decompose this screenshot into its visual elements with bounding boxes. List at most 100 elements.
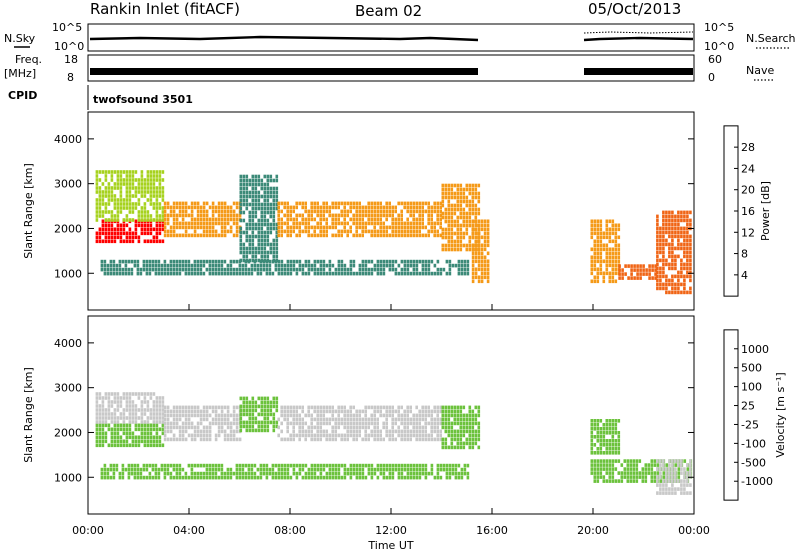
velocity-cell: [400, 405, 403, 410]
velocity-cell: [155, 396, 159, 400]
power-cell: [149, 227, 153, 232]
velocity-cell: [142, 467, 146, 472]
power-cell: [263, 254, 267, 259]
power-cell: [251, 258, 255, 263]
velocity-cell: [250, 467, 254, 472]
velocity-cell: [202, 475, 206, 480]
velocity-cell: [241, 475, 245, 480]
power-cell: [614, 231, 618, 236]
velocity-cell: [220, 463, 224, 468]
velocity-cell: [322, 417, 325, 422]
power-cell: [355, 221, 358, 226]
velocity-cell: [400, 463, 404, 468]
power-cell: [122, 178, 126, 182]
velocity-cell: [590, 463, 594, 467]
velocity-cell: [298, 437, 301, 442]
velocity-cell: [175, 405, 179, 410]
power-cell: [254, 178, 258, 183]
velocity-cell: [391, 429, 394, 434]
power-cell: [163, 229, 167, 234]
velocity-cell: [334, 425, 337, 430]
velocity-cell: [301, 433, 304, 438]
power-cell: [172, 205, 176, 210]
velocity-cell: [430, 467, 434, 472]
power-cell: [654, 264, 657, 268]
velocity-cell: [172, 467, 176, 472]
power-cell: [617, 235, 621, 240]
velocity-cell: [175, 437, 179, 442]
power-cell: [307, 209, 310, 214]
velocity-cell: [397, 467, 401, 472]
velocity-cell: [462, 413, 466, 418]
velocity-cell: [322, 433, 325, 438]
velocity-cell: [178, 429, 182, 434]
power-cell: [611, 219, 615, 224]
velocity-cell: [175, 413, 179, 418]
power-cell: [134, 170, 138, 174]
velocity-cell: [169, 421, 173, 426]
power-cell: [211, 225, 215, 230]
power-cell: [364, 205, 367, 210]
power-cell: [232, 259, 236, 264]
power-cell: [486, 243, 490, 248]
power-cell: [394, 259, 398, 264]
velocity-cell: [95, 431, 99, 436]
velocity-cell: [370, 405, 373, 410]
power-cell: [596, 255, 600, 260]
power-cell: [208, 225, 212, 230]
power-cell: [358, 225, 361, 230]
power-cell: [453, 207, 457, 212]
velocity-cell: [292, 467, 296, 472]
velocity-cell: [632, 459, 636, 463]
velocity-cell: [100, 467, 104, 472]
velocity-cell: [367, 405, 370, 410]
power-cell: [137, 202, 141, 206]
velocity-cell: [155, 435, 159, 440]
velocity-cell: [265, 471, 269, 476]
power-cell: [160, 267, 164, 272]
velocity-colorbar-tick-label: 100: [741, 381, 762, 394]
velocity-cell: [115, 467, 119, 472]
velocity-cell: [462, 445, 466, 450]
velocity-cell: [590, 443, 594, 447]
velocity-cell: [665, 467, 668, 471]
power-cell: [677, 226, 680, 231]
velocity-cell: [364, 417, 367, 422]
power-cell: [409, 259, 413, 264]
velocity-cell: [650, 467, 654, 471]
power-cell: [385, 213, 388, 218]
power-cell: [277, 209, 280, 214]
velocity-cell: [349, 425, 352, 430]
freq-tick-bottom: 8: [67, 71, 74, 84]
velocity-cell: [98, 427, 102, 432]
power-cell: [683, 242, 686, 247]
velocity-cell: [107, 404, 111, 408]
velocity-cell: [103, 475, 107, 480]
velocity-cell: [430, 471, 434, 476]
power-cell: [254, 226, 258, 231]
power-cell: [220, 213, 224, 218]
velocity-cell: [635, 463, 639, 467]
velocity-cell: [245, 408, 249, 413]
power-cell: [483, 223, 487, 228]
velocity-cell: [214, 413, 218, 418]
velocity-cell: [605, 467, 609, 471]
velocity-cell: [456, 445, 460, 450]
velocity-cell: [427, 409, 430, 414]
velocity-cell: [263, 408, 267, 413]
power-cell: [95, 186, 99, 190]
velocity-cell: [223, 417, 227, 422]
velocity-cell: [199, 417, 203, 422]
velocity-cell: [459, 437, 463, 442]
power-cell: [217, 209, 221, 214]
velocity-cell: [110, 431, 114, 436]
velocity-cell: [671, 487, 674, 491]
power-cell: [199, 259, 203, 264]
power-cell: [205, 201, 209, 206]
velocity-cell: [436, 471, 440, 476]
velocity-cell: [251, 404, 255, 409]
power-ytick-label: 3000: [54, 178, 82, 191]
power-cell: [412, 233, 415, 238]
velocity-cell: [104, 396, 108, 400]
velocity-cell: [593, 467, 597, 471]
